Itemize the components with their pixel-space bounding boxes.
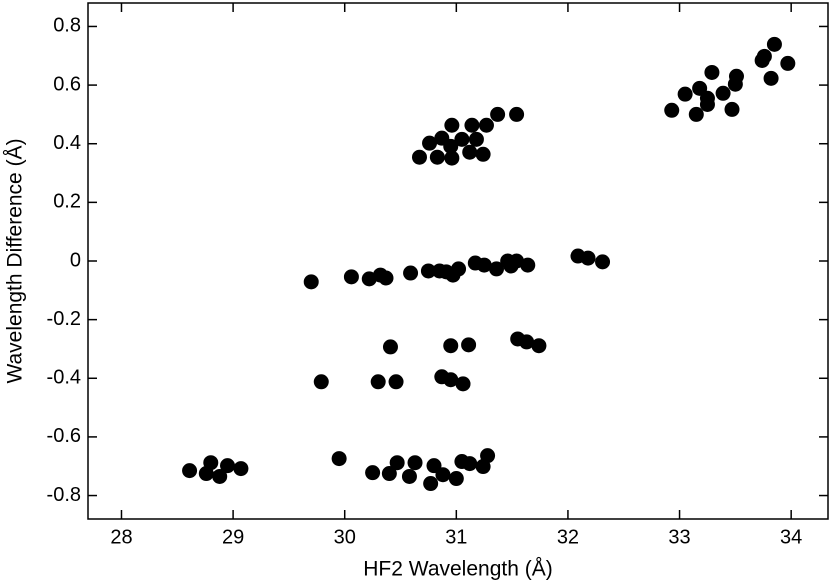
point (489, 261, 505, 277)
y-tick-label: 0.8 (53, 15, 81, 37)
point (233, 461, 249, 477)
x-tick-label: 29 (222, 526, 244, 548)
x-tick-label: 32 (557, 526, 579, 548)
point (435, 467, 451, 483)
y-tick-label: 0.2 (53, 191, 81, 213)
x-tick-label: 30 (334, 526, 356, 548)
point (461, 337, 477, 353)
point (203, 455, 219, 471)
point (454, 131, 470, 147)
y-tick-label: -0.6 (47, 425, 81, 447)
point (664, 102, 680, 118)
point (704, 64, 720, 80)
point (382, 339, 398, 355)
point (509, 106, 525, 122)
point (444, 150, 460, 166)
point (677, 86, 693, 102)
point (220, 458, 236, 474)
point (451, 261, 467, 277)
point (303, 274, 319, 290)
point (443, 338, 459, 354)
point (343, 269, 359, 285)
point (478, 117, 494, 133)
point (455, 376, 471, 392)
point (688, 106, 704, 122)
x-tick-label: 28 (110, 526, 132, 548)
x-tick-label: 33 (668, 526, 690, 548)
point (381, 466, 397, 482)
point (313, 374, 329, 390)
point (462, 456, 478, 472)
point (480, 448, 496, 464)
y-tick-label: 0.4 (53, 132, 81, 154)
point (420, 263, 436, 279)
y-tick-label: 0 (70, 249, 81, 271)
x-tick-label: 31 (445, 526, 467, 548)
point (780, 55, 796, 71)
point (370, 374, 386, 390)
point (715, 85, 731, 101)
point (490, 106, 506, 122)
point (444, 117, 460, 133)
point (724, 101, 740, 117)
point (403, 265, 419, 281)
point (389, 455, 405, 471)
point (531, 338, 547, 354)
y-tick-label: -0.8 (47, 484, 81, 506)
point (475, 146, 491, 162)
point (365, 465, 381, 481)
point (580, 250, 596, 266)
point (468, 131, 484, 147)
point (756, 48, 772, 64)
point (401, 468, 417, 484)
point (443, 372, 459, 388)
point (407, 455, 423, 471)
y-tick-label: -0.2 (47, 308, 81, 330)
point (699, 96, 715, 112)
point (182, 463, 198, 479)
x-tick-label: 34 (780, 526, 802, 548)
point (462, 144, 478, 160)
point (448, 471, 464, 487)
point (476, 257, 492, 273)
point (411, 149, 427, 165)
x-axis-label: HF2 Wavelength (Å) (363, 558, 552, 581)
plot-frame (87, 2, 829, 520)
point (429, 149, 445, 165)
point (766, 36, 782, 52)
point (423, 476, 439, 492)
point (378, 270, 394, 286)
point (422, 135, 438, 151)
y-tick-label: -0.4 (47, 367, 81, 389)
point (728, 68, 744, 84)
point (212, 468, 228, 484)
point (331, 451, 347, 467)
point (519, 334, 535, 350)
point (464, 117, 480, 133)
y-axis-label: Wavelength Difference (Å) (4, 138, 27, 383)
point (388, 374, 404, 390)
y-tick-label: 0.6 (53, 73, 81, 95)
point (443, 138, 459, 154)
point (595, 254, 611, 270)
point (520, 257, 536, 273)
point (763, 70, 779, 86)
